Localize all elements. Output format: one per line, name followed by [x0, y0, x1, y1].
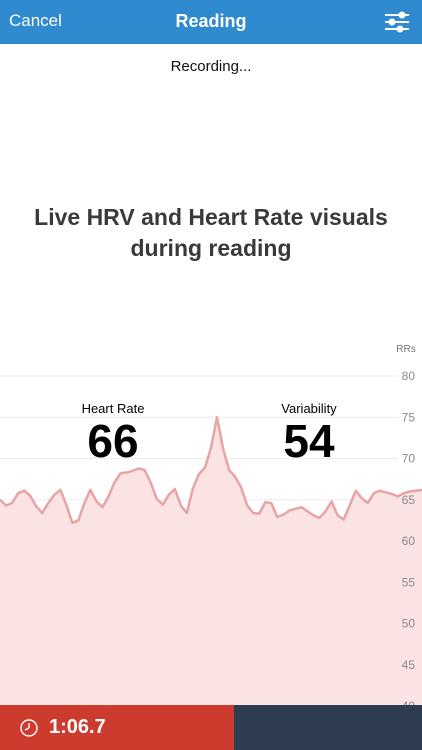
recording-status: Recording... [170, 58, 252, 75]
y-tick-label: 45 [402, 658, 416, 672]
heart-rate-metric: Heart Rate 66 [73, 401, 153, 464]
variability-label: Variability [281, 401, 337, 416]
sliders-icon[interactable] [384, 10, 410, 34]
y-tick-label: 70 [402, 452, 416, 466]
promo-caption: Live HRV and Heart Rate visuals during r… [34, 204, 388, 261]
rr-area [0, 417, 422, 705]
variability-metric: Variability 54 [270, 401, 348, 464]
y-tick-label: 80 [402, 369, 416, 383]
rr-chart: 80 75 70 65 60 55 50 45 40 RRs [0, 344, 422, 705]
y-tick-label: 40 [402, 699, 416, 705]
clock-icon [20, 719, 38, 737]
y-tick-label: 55 [402, 575, 416, 589]
navbar: Cancel Reading [0, 0, 422, 44]
heart-rate-label: Heart Rate [81, 401, 145, 416]
variability-value: 54 [283, 415, 335, 467]
y-tick-label: 75 [402, 410, 416, 424]
y-tick-label: 65 [402, 493, 416, 507]
elapsed-timer: 1:06.7 [49, 716, 106, 738]
rr-line [0, 416, 422, 525]
y-axis-label: RRs [396, 344, 415, 355]
y-tick-label: 50 [402, 617, 416, 631]
heart-rate-value: 66 [87, 415, 139, 467]
bottom-bar-right[interactable] [234, 705, 422, 750]
timer-bar: 1:06.7 [0, 705, 234, 750]
cancel-button[interactable]: Cancel [9, 11, 62, 30]
y-tick-label: 60 [402, 534, 416, 548]
page-title: Reading [175, 11, 247, 31]
